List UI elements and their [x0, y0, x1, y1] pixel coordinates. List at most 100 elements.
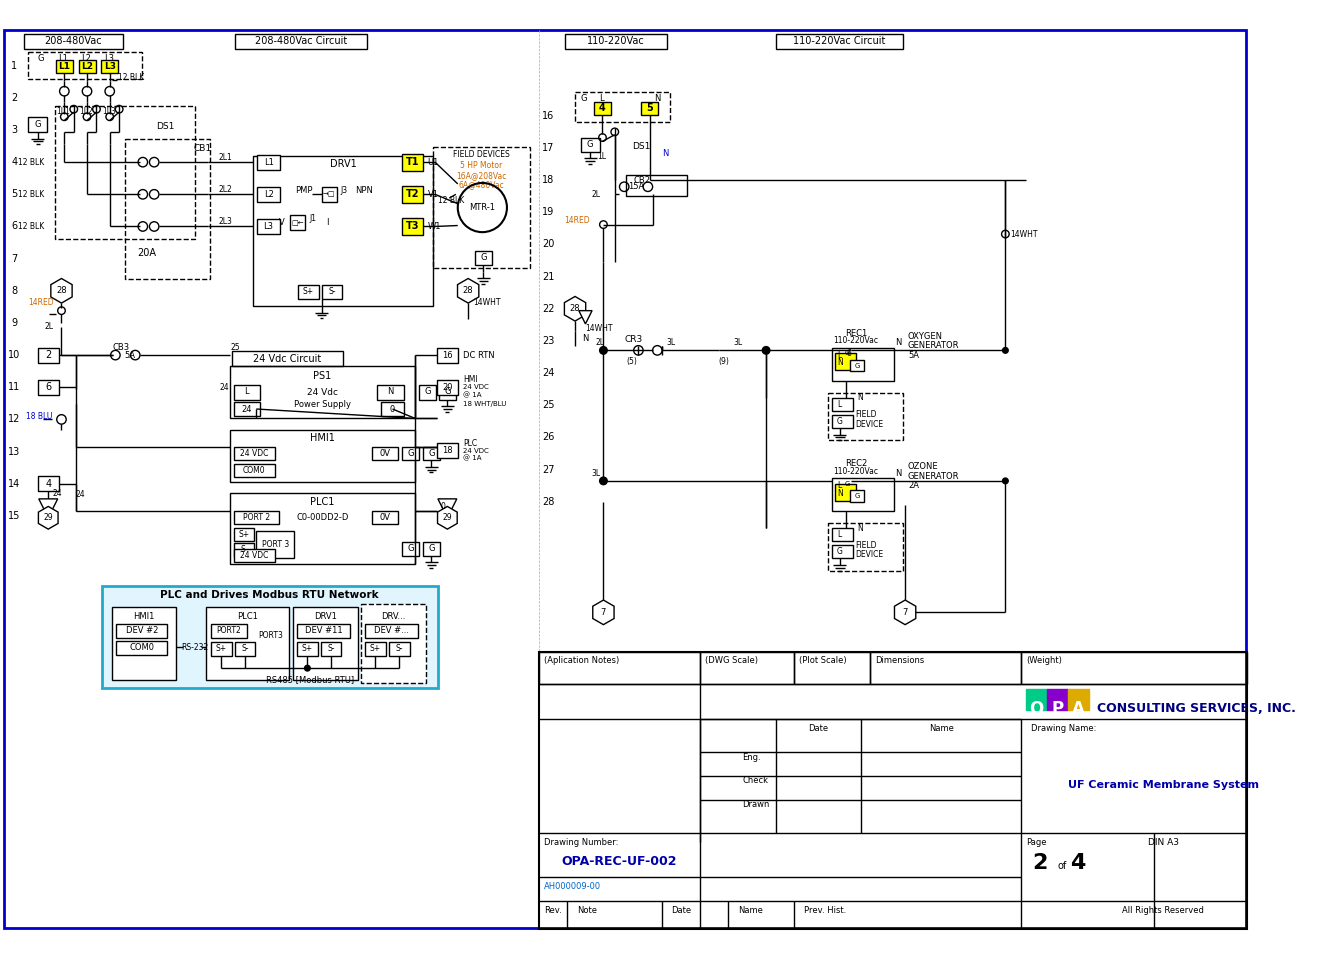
Bar — [234, 543, 255, 557]
Text: 12: 12 — [8, 415, 20, 424]
Text: 18: 18 — [543, 175, 555, 185]
Text: PORT 2: PORT 2 — [243, 513, 269, 522]
Text: 7: 7 — [902, 608, 908, 617]
Text: G: G — [838, 547, 843, 557]
Bar — [321, 642, 341, 656]
Text: OXYGEN: OXYGEN — [908, 331, 943, 341]
Bar — [832, 528, 853, 541]
Bar — [293, 606, 358, 680]
Text: G: G — [444, 387, 450, 397]
Bar — [321, 285, 342, 299]
Text: 29: 29 — [443, 513, 452, 522]
Text: 5 HP Motor: 5 HP Motor — [460, 162, 502, 171]
Text: (DWG Scale): (DWG Scale) — [704, 656, 758, 665]
Text: G: G — [424, 387, 431, 397]
Bar — [835, 484, 856, 501]
Text: 1L1: 1L1 — [57, 106, 70, 116]
Bar — [832, 348, 894, 380]
Text: FIELD: FIELD — [855, 410, 877, 420]
Text: →□: →□ — [322, 192, 336, 197]
Text: 9: 9 — [11, 318, 17, 328]
Text: G: G — [37, 54, 44, 62]
Bar — [402, 218, 423, 235]
Text: (Aplication Notes): (Aplication Notes) — [544, 656, 620, 665]
Text: L: L — [838, 481, 841, 490]
Text: Rev.: Rev. — [544, 905, 561, 915]
Bar — [539, 652, 1247, 929]
Text: 24: 24 — [543, 368, 555, 378]
Text: DS1: DS1 — [156, 122, 174, 130]
Text: 14WHT: 14WHT — [473, 298, 501, 307]
Text: S+: S+ — [239, 531, 250, 539]
Bar — [832, 478, 894, 512]
Text: 12 BLK: 12 BLK — [437, 196, 464, 205]
Bar — [594, 102, 612, 115]
Text: L1: L1 — [58, 54, 69, 62]
Text: 24 VDC: 24 VDC — [240, 551, 268, 560]
Text: 1L3: 1L3 — [102, 106, 116, 116]
Bar — [55, 60, 73, 73]
Text: 24: 24 — [242, 404, 252, 414]
Text: G: G — [587, 140, 593, 148]
Text: DEVICE: DEVICE — [855, 420, 884, 428]
Text: N: N — [896, 468, 902, 478]
Bar — [851, 490, 864, 502]
Text: 28: 28 — [569, 305, 580, 313]
Text: 1L2: 1L2 — [79, 106, 92, 116]
Text: J3: J3 — [341, 186, 347, 195]
Text: 19: 19 — [543, 207, 555, 217]
Text: All Rights Reserved: All Rights Reserved — [1123, 905, 1205, 915]
Text: 26: 26 — [543, 432, 555, 443]
Text: DRV1: DRV1 — [314, 611, 337, 621]
Text: 2A: 2A — [908, 481, 919, 490]
Bar — [423, 446, 440, 460]
Text: Drawing Number:: Drawing Number: — [544, 837, 618, 847]
Text: S-: S- — [395, 644, 403, 652]
Text: RS-232: RS-232 — [181, 643, 209, 651]
Text: REC2: REC2 — [845, 460, 867, 468]
Bar — [78, 60, 95, 73]
Circle shape — [1003, 348, 1008, 354]
Text: Dimensions: Dimensions — [875, 656, 925, 665]
Bar — [1067, 689, 1089, 710]
Bar — [402, 446, 419, 460]
Bar — [116, 641, 168, 655]
Text: G: G — [428, 544, 435, 554]
Bar — [626, 175, 687, 196]
Polygon shape — [50, 279, 73, 303]
Text: PORT2: PORT2 — [217, 626, 242, 635]
Text: COM0: COM0 — [243, 466, 266, 475]
Text: HMI1: HMI1 — [133, 611, 155, 621]
Text: G: G — [855, 493, 860, 499]
Text: 17: 17 — [543, 143, 555, 153]
Text: 7: 7 — [11, 254, 17, 263]
Text: N: N — [387, 387, 394, 397]
Text: S+: S+ — [215, 644, 227, 652]
Bar — [437, 348, 458, 363]
Text: 15A: 15A — [629, 182, 645, 192]
Text: S-: S- — [328, 287, 336, 296]
Text: 29: 29 — [44, 513, 53, 522]
Text: 5: 5 — [11, 190, 17, 199]
Text: V: V — [279, 218, 285, 227]
Text: 16A@208Vac: 16A@208Vac — [456, 171, 506, 180]
Text: 110-220Vac: 110-220Vac — [587, 36, 645, 46]
Text: 14RED: 14RED — [28, 298, 54, 307]
Text: N: N — [857, 524, 863, 533]
Text: 22: 22 — [543, 304, 555, 314]
Text: 2: 2 — [45, 350, 52, 360]
Text: 1L: 1L — [597, 152, 606, 161]
Text: N: N — [857, 393, 863, 402]
Text: PORT3: PORT3 — [258, 630, 283, 640]
Bar — [125, 140, 210, 280]
Bar — [234, 402, 260, 416]
Polygon shape — [38, 499, 58, 517]
Text: UF Ceramic Membrane System: UF Ceramic Membrane System — [1067, 781, 1259, 790]
Text: 28: 28 — [543, 496, 555, 507]
Bar — [581, 138, 600, 151]
Text: Date: Date — [671, 905, 692, 915]
Text: DC RTN: DC RTN — [464, 351, 495, 359]
Text: 2L3: 2L3 — [218, 217, 232, 226]
Circle shape — [305, 665, 310, 671]
Text: Check: Check — [742, 776, 769, 786]
